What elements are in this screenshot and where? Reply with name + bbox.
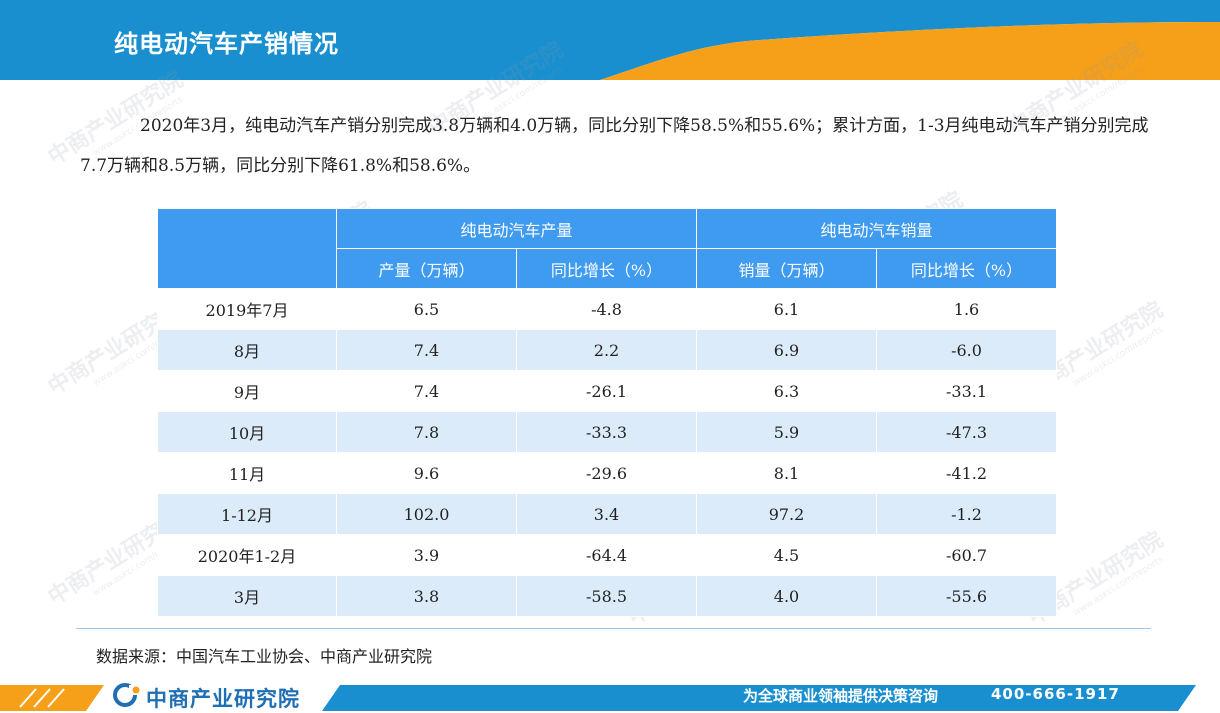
period-cell: 9月: [157, 370, 337, 412]
period-cell: 1-12月: [157, 493, 337, 535]
period-cell: 2020年1-2月: [157, 534, 337, 576]
table-cell: -6.0: [876, 329, 1057, 371]
table-cell: -64.4: [516, 534, 697, 576]
period-cell: 8月: [157, 329, 337, 371]
table-cell: 9.6: [336, 452, 517, 494]
table-cell: 102.0: [336, 493, 517, 535]
table-cell: 3.4: [516, 493, 697, 535]
table-cell: 1.6: [876, 288, 1057, 330]
table-cell: -26.1: [516, 370, 697, 412]
column-header-sales-yoy: 同比增长（%）: [876, 248, 1057, 289]
footer-logo-text: 中商产业研究院: [146, 687, 300, 711]
table-cell: 6.5: [336, 288, 517, 330]
column-header-sales-volume: 销量（万辆）: [696, 248, 877, 289]
group-header-production: 纯电动汽车产量: [336, 208, 697, 249]
column-header-production-volume: 产量（万辆）: [336, 248, 517, 289]
table-cell: 6.1: [696, 288, 877, 330]
table-cell: 7.8: [336, 411, 517, 453]
table-row: 8月 7.4 2.2 6.9 -6.0: [157, 329, 1057, 371]
table-row: 10月 7.8 -33.3 5.9 -47.3: [157, 411, 1057, 453]
table-cell: 97.2: [696, 493, 877, 535]
table-cell: -4.8: [516, 288, 697, 330]
footer-phone: 400-666-1917: [991, 685, 1120, 703]
table-cell: 8.1: [696, 452, 877, 494]
table-cell: 3.8: [336, 575, 517, 617]
footer-background: [0, 685, 1196, 711]
table-row: 1-12月 102.0 3.4 97.2 -1.2: [157, 493, 1057, 535]
table-row: 9月 7.4 -26.1 6.3 -33.1: [157, 370, 1057, 412]
group-header-sales: 纯电动汽车销量: [696, 208, 1057, 249]
period-cell: 3月: [157, 575, 337, 617]
data-source-note: 数据来源：中国汽车工业协会、中商产业研究院: [96, 647, 433, 666]
table-row: 2019年7月 6.5 -4.8 6.1 1.6: [157, 288, 1057, 330]
ev-production-sales-table: 纯电动汽车产量 纯电动汽车销量 产量（万辆） 同比增长（%） 销量（万辆） 同比…: [157, 208, 1057, 617]
table-cell: 3.9: [336, 534, 517, 576]
table-cell: 5.9: [696, 411, 877, 453]
period-cell: 11月: [157, 452, 337, 494]
table-cell: 7.4: [336, 370, 517, 412]
table-cell: 6.3: [696, 370, 877, 412]
table-cell: -33.1: [876, 370, 1057, 412]
table-cell: -33.3: [516, 411, 697, 453]
column-header-production-yoy: 同比增长（%）: [516, 248, 697, 289]
table-cell: 4.5: [696, 534, 877, 576]
table-cell: 4.0: [696, 575, 877, 617]
table-row: 11月 9.6 -29.6 8.1 -41.2: [157, 452, 1057, 494]
table-cell: -29.6: [516, 452, 697, 494]
period-cell: 2019年7月: [157, 288, 337, 330]
period-cell: 10月: [157, 411, 337, 453]
table-cell: -58.5: [516, 575, 697, 617]
table-cell: 2.2: [516, 329, 697, 371]
source-divider: [76, 628, 1151, 629]
table-cell: 7.4: [336, 329, 517, 371]
summary-paragraph: 2020年3月，纯电动汽车产销分别完成3.8万辆和4.0万辆，同比分别下降58.…: [80, 116, 1149, 176]
header-banner: 纯电动汽车产销情况: [0, 0, 1220, 80]
table-corner-header: [157, 208, 337, 289]
footer-slogan: 为全球商业领袖提供决策咨询: [743, 687, 939, 705]
page-title: 纯电动汽车产销情况: [114, 30, 339, 58]
table-row: 3月 3.8 -58.5 4.0 -55.6: [157, 575, 1057, 617]
table-cell: -47.3: [876, 411, 1057, 453]
table-cell: -60.7: [876, 534, 1057, 576]
askci-logo-icon: [113, 683, 141, 707]
footer-bar: [0, 683, 1220, 711]
table-cell: 6.9: [696, 329, 877, 371]
header-background: [0, 0, 1220, 80]
table-cell: -1.2: [876, 493, 1057, 535]
table-cell: -41.2: [876, 452, 1057, 494]
table-cell: -55.6: [876, 575, 1057, 617]
table-row: 2020年1-2月 3.9 -64.4 4.5 -60.7: [157, 534, 1057, 576]
